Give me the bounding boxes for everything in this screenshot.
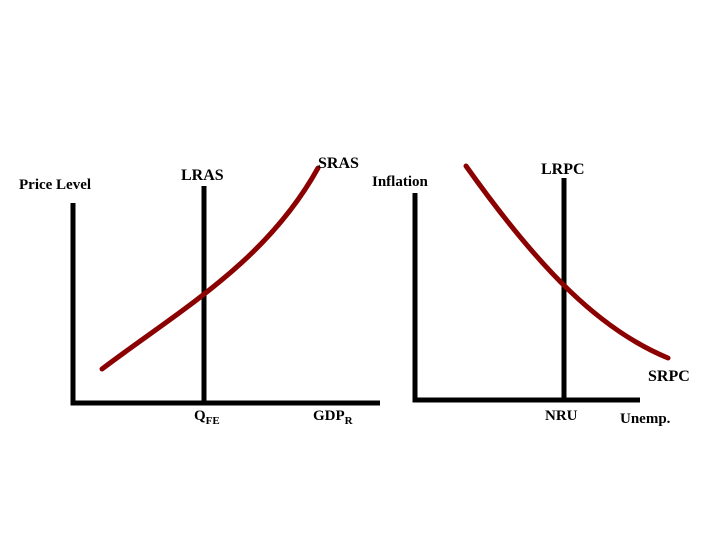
qfe-main: Q [194, 408, 206, 424]
lrpc-label: LRPC [541, 161, 585, 178]
sras-label: SRAS [318, 155, 359, 172]
gdpr-subscript: R [345, 415, 354, 427]
inflation-label: Inflation [372, 174, 429, 190]
gdpr-label: GDPR [313, 408, 354, 427]
srpc-curve [463, 163, 671, 361]
left-graph: Price Level LRAS SRAS QFE GDPR [19, 155, 380, 427]
left-axes [70, 203, 380, 406]
gdpr-main: GDP [313, 408, 345, 424]
srpc-label: SRPC [648, 368, 690, 385]
qfe-label: QFE [194, 408, 220, 427]
unemp-label: Unemp. [620, 411, 671, 427]
right-graph: Inflation LRPC SRPC NRU Unemp. [372, 161, 690, 427]
lras-label: LRAS [181, 167, 224, 184]
qfe-subscript: FE [206, 415, 220, 427]
right-axes [412, 193, 640, 403]
price-level-label: Price Level [19, 177, 91, 193]
nru-label: NRU [545, 408, 578, 424]
sras-curve [99, 165, 321, 372]
